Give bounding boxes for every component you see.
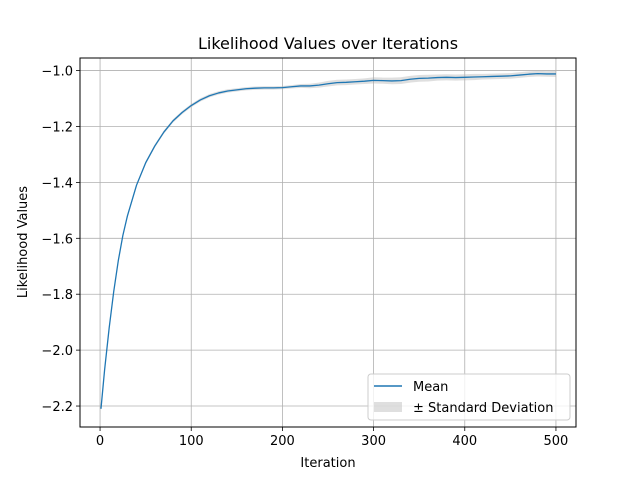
legend-mean-label: Mean [413,380,448,395]
grid [80,58,576,427]
y-axis-title: Likelihood Values [16,186,31,298]
y-tick-label: −2.0 [41,344,73,359]
mean-line-layer [100,73,556,409]
y-tick-label: −1.8 [41,288,73,303]
x-tick-label: 100 [179,434,204,449]
x-tick-label: 300 [361,434,386,449]
y-tick-label: −1.0 [41,65,73,80]
y-tick-label: −1.2 [41,120,73,135]
y-axis-ticks: −2.2 −2.0 −1.8 −1.6 −1.4 −1.2 −1.0 [41,65,80,415]
y-tick-label: −1.6 [41,232,73,247]
plot-frame [79,57,577,428]
x-tick-label: 200 [270,434,295,449]
mean-line [100,73,556,409]
y-tick-label: −2.2 [41,400,73,415]
chart-title: Likelihood Values over Iterations [198,34,458,53]
legend: Mean ± Standard Deviation [367,373,571,421]
x-tick-label: 0 [96,434,104,449]
y-tick-label: −1.4 [41,176,73,191]
x-axis-title: Iteration [300,456,355,471]
x-tick-label: 500 [544,434,569,449]
x-tick-label: 400 [452,434,477,449]
x-axis-ticks: 0 100 200 300 400 500 [96,427,568,449]
legend-box [367,373,571,421]
legend-std-swatch [374,402,402,412]
legend-std-label: ± Standard Deviation [413,401,553,416]
